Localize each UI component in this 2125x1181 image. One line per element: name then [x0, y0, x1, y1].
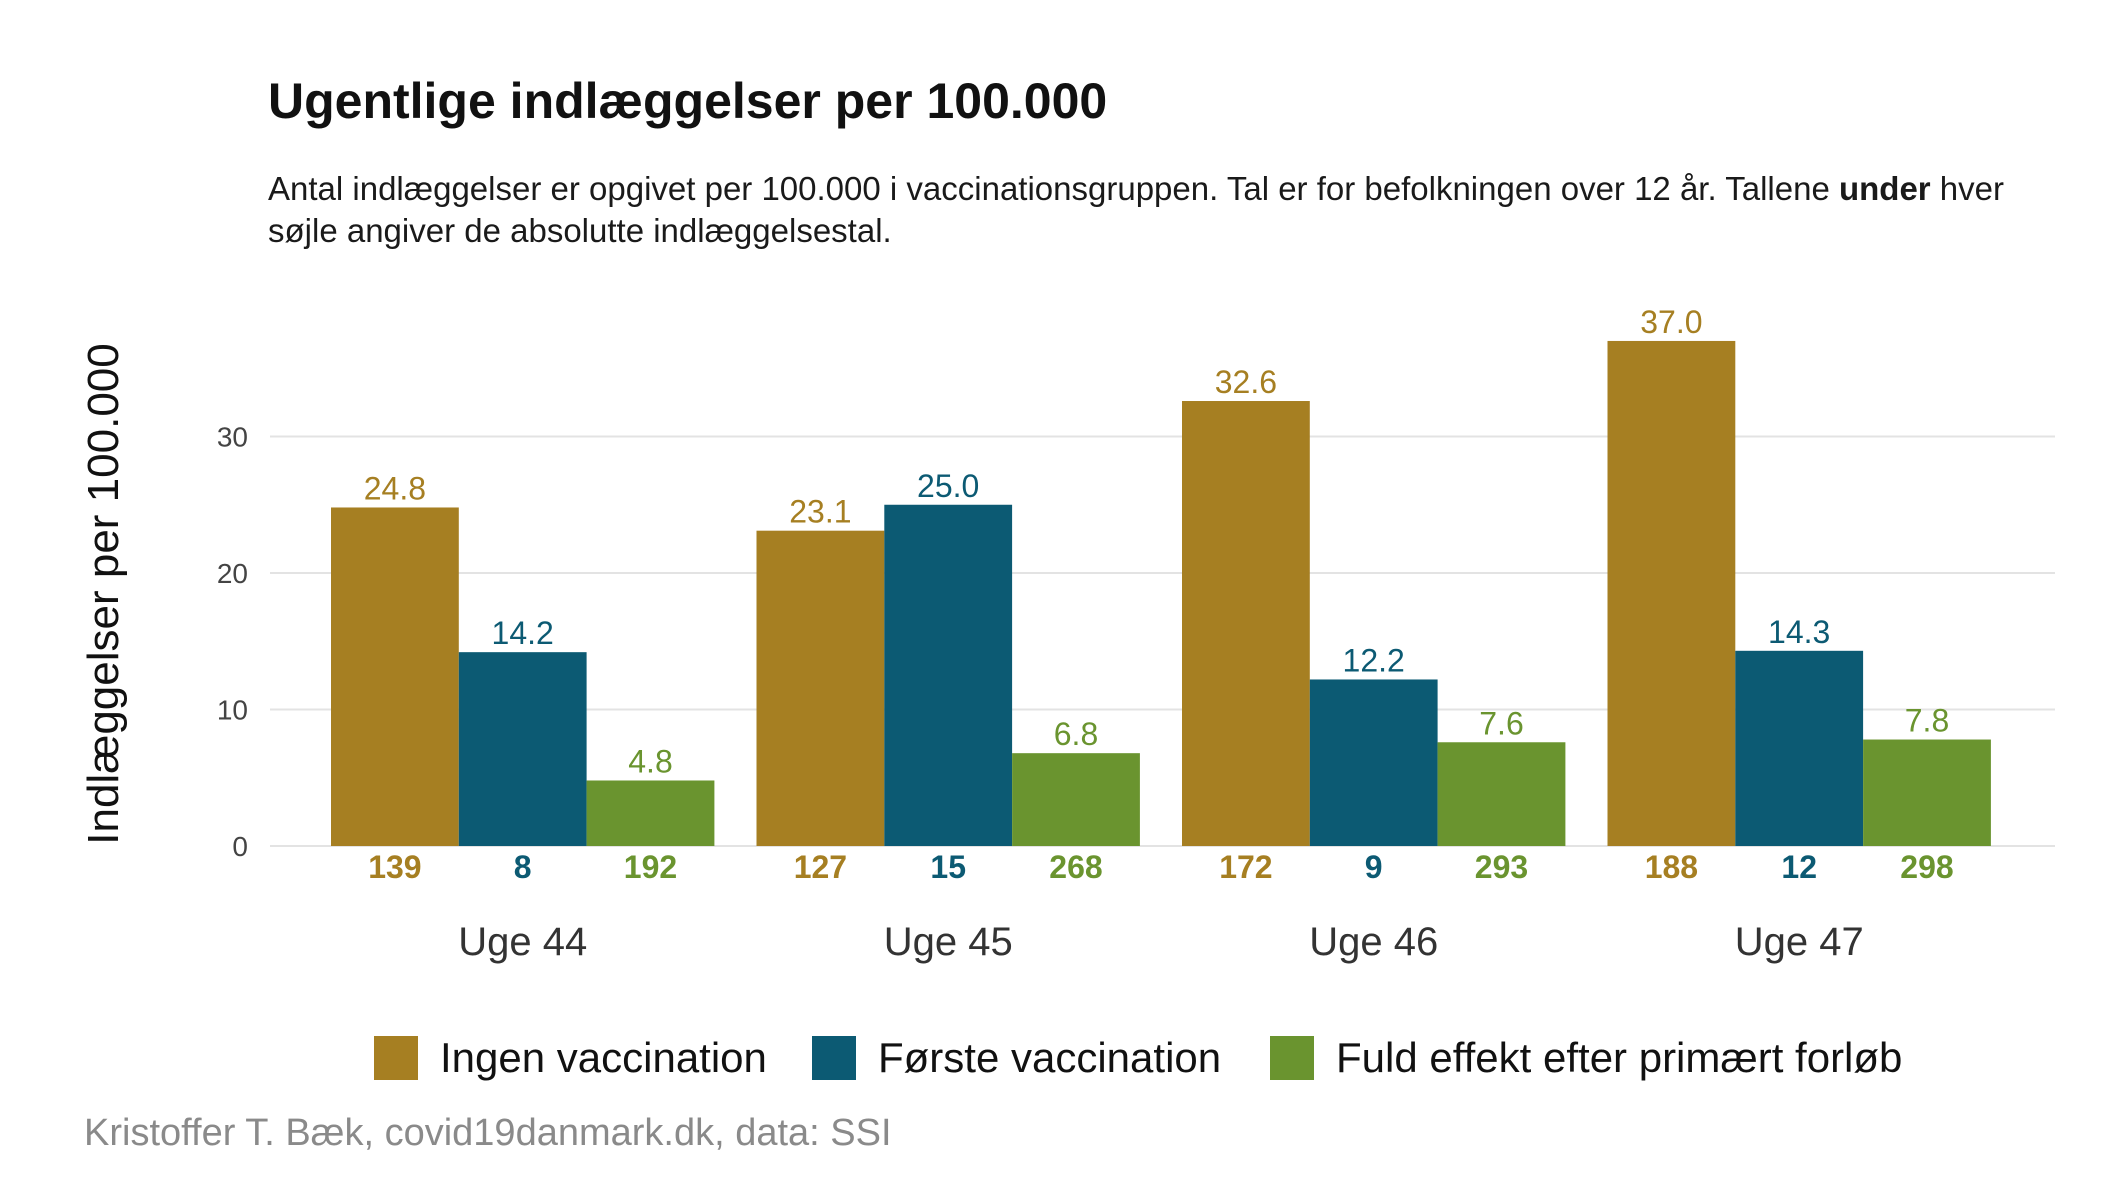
chart-title: Ugentlige indlæggelser per 100.000: [268, 73, 1108, 129]
legend-label: Fuld effekt efter primært forløb: [1336, 1034, 1902, 1081]
bar-count-label: 15: [930, 849, 966, 885]
y-tick-label: 0: [232, 831, 248, 862]
bar: [1607, 340, 1736, 846]
bar-value-label: 4.8: [628, 743, 672, 779]
legend: Ingen vaccination Første vaccination Fuld …: [374, 1034, 1902, 1081]
y-tick-label: 10: [217, 695, 248, 726]
bar-value-label: 24.8: [364, 470, 426, 506]
bar: [1735, 650, 1864, 846]
x-tick-label: Uge 44: [458, 920, 587, 964]
legend-swatch: [374, 1036, 418, 1080]
y-tick-label: 30: [217, 422, 248, 453]
bar: [331, 507, 459, 846]
subtitle-text: Antal indlæggelser er opgivet per 100.00…: [268, 170, 1839, 207]
subtitle-text-end: hver søjle angiver de absolutte indlægge…: [268, 170, 2005, 249]
subtitle-bold: under: [1838, 170, 1931, 207]
bar-count-label: 139: [368, 849, 421, 885]
bar: [1309, 679, 1438, 846]
y-axis-label: Indlæggelser per 100.000: [79, 343, 128, 844]
bar: [884, 504, 1013, 846]
bar-value-label: 14.3: [1768, 614, 1830, 650]
bar-value-label: 32.6: [1215, 364, 1277, 400]
bar-count-label: 127: [794, 849, 847, 885]
bar-value-label: 7.8: [1905, 703, 1949, 739]
bar-value-label: 25.0: [917, 468, 979, 504]
bar: [458, 652, 587, 846]
bar-value-label: 14.2: [492, 615, 554, 651]
legend-swatch: [1270, 1036, 1314, 1080]
bar-count-label: 293: [1475, 849, 1528, 885]
bar-count-label: 8: [514, 849, 532, 885]
bar: [756, 530, 885, 846]
x-tick-label: Uge 47: [1735, 920, 1864, 964]
bar: [1012, 753, 1140, 846]
bar-count-label: 188: [1645, 849, 1698, 885]
bar-value-label: 23.1: [789, 494, 851, 530]
bar: [586, 780, 715, 846]
bar-value-label: 7.6: [1479, 705, 1523, 741]
bar-value-label: 37.0: [1640, 304, 1702, 340]
label-layer: 24.8 139 14.2 8 4.8 192 Uge 44 23.1 127 25.0 15 6.8…: [364, 304, 1954, 964]
bar-count-label: 172: [1219, 849, 1272, 885]
x-tick-label: Uge 45: [884, 920, 1013, 964]
caption: Kristoffer T. Bæk, covid19danmark.dk, da…: [84, 1112, 892, 1154]
y-tick-label: 20: [217, 558, 248, 589]
bar-count-label: 298: [1900, 849, 1953, 885]
grid-layer: 0 10 20 30: [217, 422, 2055, 862]
bar-count-label: 9: [1365, 849, 1383, 885]
bar-value-label: 12.2: [1343, 642, 1405, 678]
bar-count-label: 12: [1781, 849, 1817, 885]
bar-layer: [331, 340, 1991, 846]
chart-subtitle: Antal indlæggelser er opgivet per 100.00…: [268, 168, 2068, 252]
bar-value-label: 6.8: [1054, 716, 1098, 752]
legend-label: Ingen vaccination: [440, 1034, 767, 1081]
bar: [1182, 401, 1310, 846]
bar: [1437, 742, 1566, 846]
bar-count-label: 268: [1049, 849, 1102, 885]
legend-swatch: [812, 1036, 856, 1080]
legend-label: Første vaccination: [878, 1034, 1221, 1081]
x-tick-label: Uge 46: [1309, 920, 1438, 964]
bar-count-label: 192: [624, 849, 677, 885]
bar: [1863, 739, 1991, 846]
